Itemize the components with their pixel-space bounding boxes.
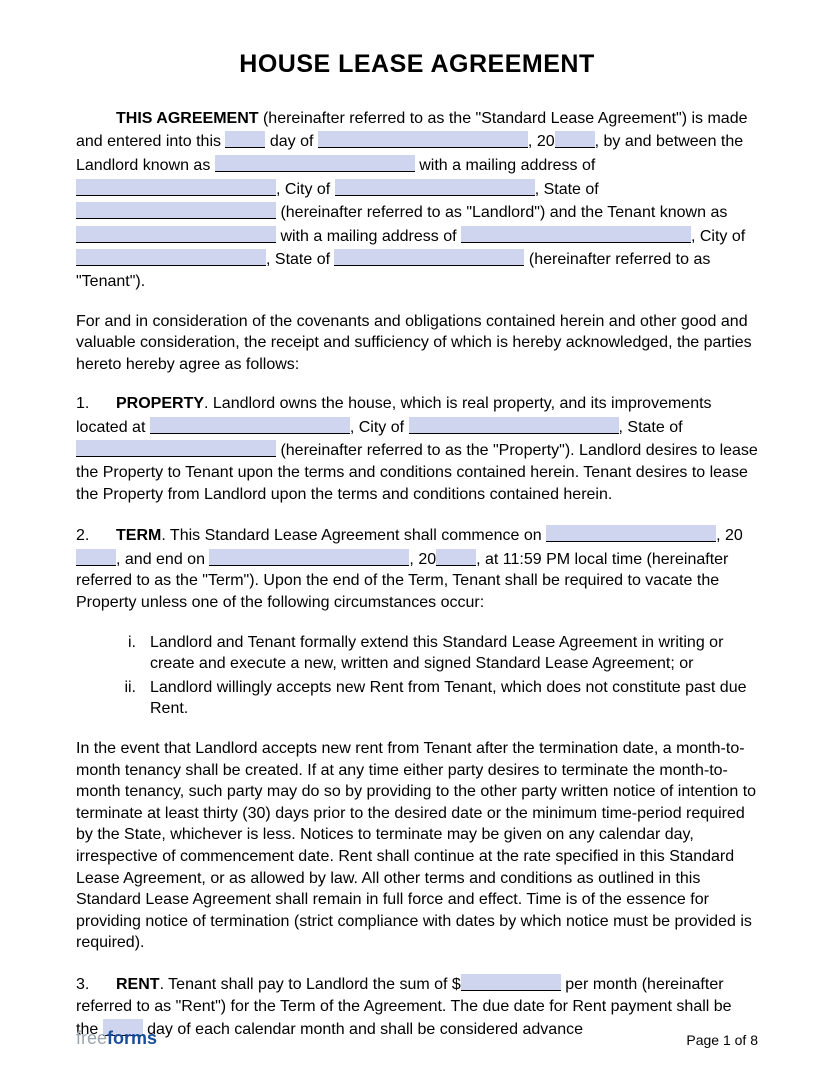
month-to-month-paragraph: In the event that Landlord accepts new r… bbox=[76, 738, 758, 954]
blank-tenant-name[interactable] bbox=[76, 226, 276, 243]
s3-head: RENT bbox=[116, 976, 160, 993]
s2-t3: , and end on bbox=[116, 551, 209, 568]
section-1: 1.PROPERTY. Landlord owns the house, whi… bbox=[76, 393, 758, 505]
blank-term-start-month[interactable] bbox=[546, 525, 716, 542]
intro-t7: , State of bbox=[535, 181, 599, 198]
blank-landlord-addr[interactable] bbox=[76, 179, 276, 196]
intro-lead: THIS AGREEMENT bbox=[116, 110, 259, 127]
s1-t3: , State of bbox=[619, 419, 683, 436]
blank-term-end-month[interactable] bbox=[209, 549, 409, 566]
footer: freeforms Page 1 of 8 bbox=[76, 1026, 758, 1050]
blank-term-start-year[interactable] bbox=[76, 549, 116, 566]
list-marker-ii: ii. bbox=[116, 677, 150, 720]
s3-t1: . Tenant shall pay to Landlord the sum o… bbox=[160, 976, 461, 993]
doc-title: HOUSE LEASE AGREEMENT bbox=[76, 48, 758, 82]
list-item-ii: ii. Landlord willingly accepts new Rent … bbox=[116, 677, 758, 720]
intro-t11: , State of bbox=[266, 251, 334, 268]
s2-head: TERM bbox=[116, 527, 161, 544]
intro-t9: with a mailing address of bbox=[276, 228, 461, 245]
logo: freeforms bbox=[76, 1026, 157, 1050]
blank-tenant-state[interactable] bbox=[334, 249, 524, 266]
s1-head: PROPERTY bbox=[116, 395, 204, 412]
blank-landlord-state[interactable] bbox=[76, 202, 276, 219]
blank-year[interactable] bbox=[555, 131, 595, 148]
intro-t6: , City of bbox=[276, 181, 335, 198]
logo-forms: forms bbox=[107, 1028, 157, 1048]
blank-prop-addr[interactable] bbox=[150, 417, 350, 434]
logo-free: free bbox=[76, 1028, 107, 1048]
s2-num: 2. bbox=[76, 525, 116, 547]
blank-prop-state[interactable] bbox=[76, 440, 276, 457]
blank-prop-city[interactable] bbox=[409, 417, 619, 434]
intro-t8: (hereinafter referred to as "Landlord") … bbox=[276, 204, 727, 221]
s3-num: 3. bbox=[76, 974, 116, 996]
list-text-ii: Landlord willingly accepts new Rent from… bbox=[150, 677, 758, 720]
s2-t2: , 20 bbox=[716, 527, 743, 544]
term-list: i. Landlord and Tenant formally extend t… bbox=[116, 632, 758, 720]
intro-t5: with a mailing address of bbox=[415, 157, 596, 174]
s1-num: 1. bbox=[76, 393, 116, 415]
s2-t1: . This Standard Lease Agreement shall co… bbox=[161, 527, 546, 544]
blank-tenant-addr[interactable] bbox=[461, 226, 691, 243]
list-item-i: i. Landlord and Tenant formally extend t… bbox=[116, 632, 758, 675]
intro-t3: , 20 bbox=[528, 133, 555, 150]
page-number: Page 1 of 8 bbox=[686, 1031, 758, 1050]
blank-term-end-year[interactable] bbox=[436, 549, 476, 566]
list-text-i: Landlord and Tenant formally extend this… bbox=[150, 632, 758, 675]
intro-t10: , City of bbox=[691, 228, 745, 245]
s1-t2: , City of bbox=[350, 419, 409, 436]
intro-t2: day of bbox=[265, 133, 317, 150]
blank-month[interactable] bbox=[318, 131, 528, 148]
intro-paragraph: THIS AGREEMENT (hereinafter referred to … bbox=[76, 108, 758, 293]
blank-tenant-city[interactable] bbox=[76, 249, 266, 266]
blank-day[interactable] bbox=[225, 131, 265, 148]
blank-rent-amount[interactable] bbox=[461, 974, 561, 991]
consideration-paragraph: For and in consideration of the covenant… bbox=[76, 311, 758, 376]
list-marker-i: i. bbox=[116, 632, 150, 675]
s2-t4: , 20 bbox=[409, 551, 436, 568]
section-2: 2.TERM. This Standard Lease Agreement sh… bbox=[76, 523, 758, 613]
blank-landlord-city[interactable] bbox=[335, 179, 535, 196]
blank-landlord-name[interactable] bbox=[215, 155, 415, 172]
